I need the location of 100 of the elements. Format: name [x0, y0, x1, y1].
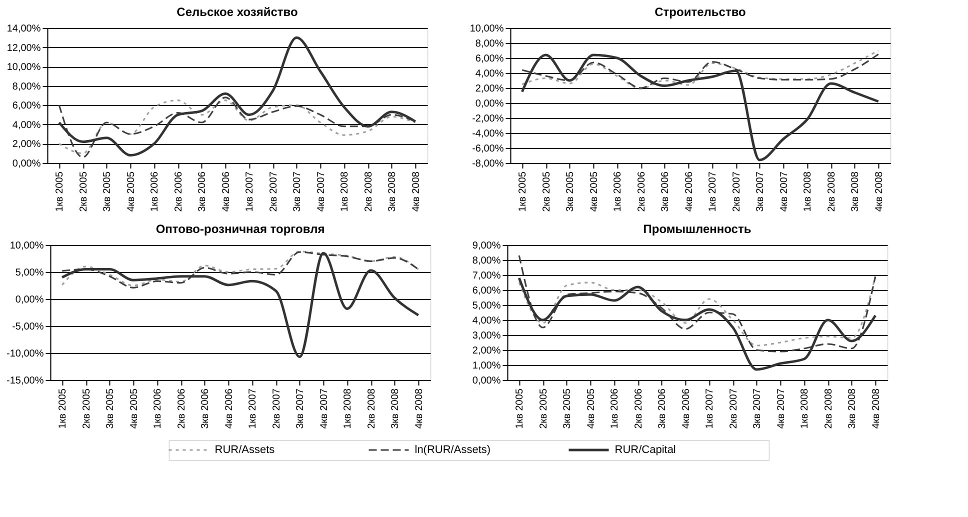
x-tick-label: 3кв 2006 — [657, 388, 668, 429]
x-tick-label: 1кв 2007 — [244, 171, 256, 212]
line-series — [518, 254, 876, 352]
x-tick-label: 2кв 2008 — [823, 388, 834, 429]
x-tick-label: 1кв 2008 — [802, 171, 814, 212]
y-tick-label: 2,00% — [472, 346, 501, 356]
x-tick-label: 2кв 2007 — [728, 388, 740, 429]
x-tick-label: 2кв 2006 — [636, 171, 648, 212]
x-tick-label: 1кв 2005 — [518, 171, 529, 212]
x-tick-label: 4кв 2007 — [316, 171, 327, 212]
x-tick-label: 1кв 2005 — [514, 388, 526, 429]
y-tick-label: 10,00% — [470, 24, 504, 34]
x-tick-label: 4кв 2006 — [684, 171, 695, 212]
x-tick-label: 1кв 2007 — [708, 171, 719, 212]
x-tick-label: 2кв 2007 — [271, 388, 282, 429]
chart-title: Промышленность — [643, 222, 752, 236]
x-tick-label: 3кв 2006 — [197, 171, 208, 212]
y-tick-label: 4,00% — [472, 316, 501, 326]
x-tick-label: 1кв 2006 — [612, 171, 624, 212]
x-tick-label: 1кв 2005 — [58, 388, 69, 429]
x-tick-label: 2кв 2007 — [268, 171, 280, 212]
x-tick-label: 3кв 2007 — [755, 171, 766, 212]
y-tick-label: 2,00% — [475, 84, 504, 94]
line-series — [520, 54, 880, 162]
y-tick-label: -6,00% — [472, 144, 504, 154]
x-tick-label: 1кв 2006 — [150, 171, 161, 212]
line-series — [60, 252, 420, 358]
y-tick-label: -2,00% — [472, 114, 504, 124]
x-tick-label: 2кв 2005 — [81, 388, 92, 429]
x-tick-label: 2кв 2008 — [366, 388, 378, 429]
x-tick-label: 3кв 2008 — [847, 388, 858, 429]
y-tick-label: 8,00% — [475, 38, 504, 50]
x-tick-label: 1кв 2008 — [342, 388, 354, 429]
x-tick-label: 4кв 2007 — [778, 171, 790, 212]
x-tick-label: 4кв 2005 — [126, 171, 137, 212]
y-tick-label: 10,00% — [6, 62, 41, 74]
x-tick-label: 2кв 2006 — [173, 171, 184, 212]
y-tick-label: -15,00% — [6, 376, 44, 386]
y-tick-label: 8,00% — [472, 256, 501, 266]
y-tick-label: 9,00% — [472, 240, 501, 252]
y-tick-label: -4,00% — [472, 128, 504, 140]
x-tick-label: 2кв 2006 — [176, 388, 188, 429]
x-tick-label: 3кв 2006 — [660, 171, 672, 212]
x-tick-label: 4кв 2008 — [414, 388, 425, 429]
x-tick-label: 2кв 2008 — [826, 171, 838, 212]
y-tick-label: 1,00% — [472, 360, 501, 372]
y-tick-label: 7,00% — [472, 270, 501, 282]
x-tick-label: 4кв 2008 — [874, 171, 885, 212]
y-tick-label: 0,00% — [12, 158, 41, 170]
x-tick-label: 3кв 2005 — [565, 171, 576, 212]
y-tick-label: 4,00% — [475, 68, 504, 80]
x-tick-label: 2кв 2006 — [633, 388, 644, 429]
x-tick-label: 2кв 2005 — [538, 388, 550, 429]
x-tick-label: 4кв 2005 — [586, 388, 597, 429]
x-tick-label: 4кв 2007 — [318, 388, 330, 429]
x-tick-label: 4кв 2006 — [224, 388, 235, 429]
chart-title: Оптово-розничная торговля — [156, 222, 325, 236]
x-tick-label: 2кв 2005 — [78, 171, 90, 212]
x-tick-label: 1кв 2007 — [704, 388, 716, 429]
y-tick-label: 6,00% — [12, 100, 41, 112]
y-tick-label: 3,00% — [472, 330, 501, 342]
x-tick-label: 4кв 2008 — [870, 388, 882, 429]
x-tick-label: 1кв 2006 — [610, 388, 621, 429]
line-series — [518, 276, 876, 346]
y-tick-label: 14,00% — [6, 24, 41, 34]
legend-label: RUR/Capital — [614, 444, 676, 456]
x-tick-label: 3кв 2007 — [752, 388, 764, 429]
x-tick-label: 1кв 2007 — [248, 388, 259, 429]
x-tick-label: 4кв 2005 — [128, 388, 140, 429]
y-tick-label: 6,00% — [472, 286, 501, 296]
y-tick-label: 5,00% — [472, 300, 501, 312]
x-tick-label: 3кв 2008 — [850, 171, 862, 212]
y-tick-label: 12,00% — [6, 42, 41, 54]
y-tick-label: 0,00% — [15, 294, 44, 306]
y-tick-label: 4,00% — [12, 120, 41, 131]
y-tick-label: 5,00% — [15, 268, 44, 278]
y-tick-label: -8,00% — [472, 158, 504, 170]
x-tick-label: 3кв 2007 — [295, 388, 306, 429]
x-tick-label: 3кв 2006 — [200, 388, 212, 429]
x-tick-label: 3кв 2005 — [102, 171, 114, 212]
legend-label: ln(RUR/Assets) — [414, 444, 491, 456]
line-series — [58, 36, 417, 157]
y-tick-label: 0,00% — [472, 376, 501, 386]
y-tick-label: -5,00% — [12, 322, 44, 332]
x-tick-label: 4кв 2005 — [588, 171, 600, 212]
x-tick-label: 1кв 2005 — [54, 171, 66, 212]
chart-title: Строительство — [654, 5, 746, 19]
x-tick-label: 2кв 2005 — [541, 171, 552, 212]
x-tick-label: 3кв 2008 — [387, 171, 398, 212]
y-tick-label: 6,00% — [475, 54, 504, 64]
x-tick-label: 3кв 2008 — [390, 388, 402, 429]
x-tick-label: 3кв 2005 — [105, 388, 116, 429]
x-tick-label: 3кв 2005 — [562, 388, 574, 429]
y-tick-label: -10,00% — [6, 348, 44, 360]
x-tick-label: 1кв 2008 — [800, 388, 811, 429]
x-tick-label: 2кв 2007 — [731, 171, 742, 212]
x-tick-label: 4кв 2008 — [410, 171, 422, 212]
x-tick-label: 4кв 2006 — [680, 388, 692, 429]
line-series — [518, 276, 877, 371]
x-tick-label: 4кв 2006 — [220, 171, 232, 212]
